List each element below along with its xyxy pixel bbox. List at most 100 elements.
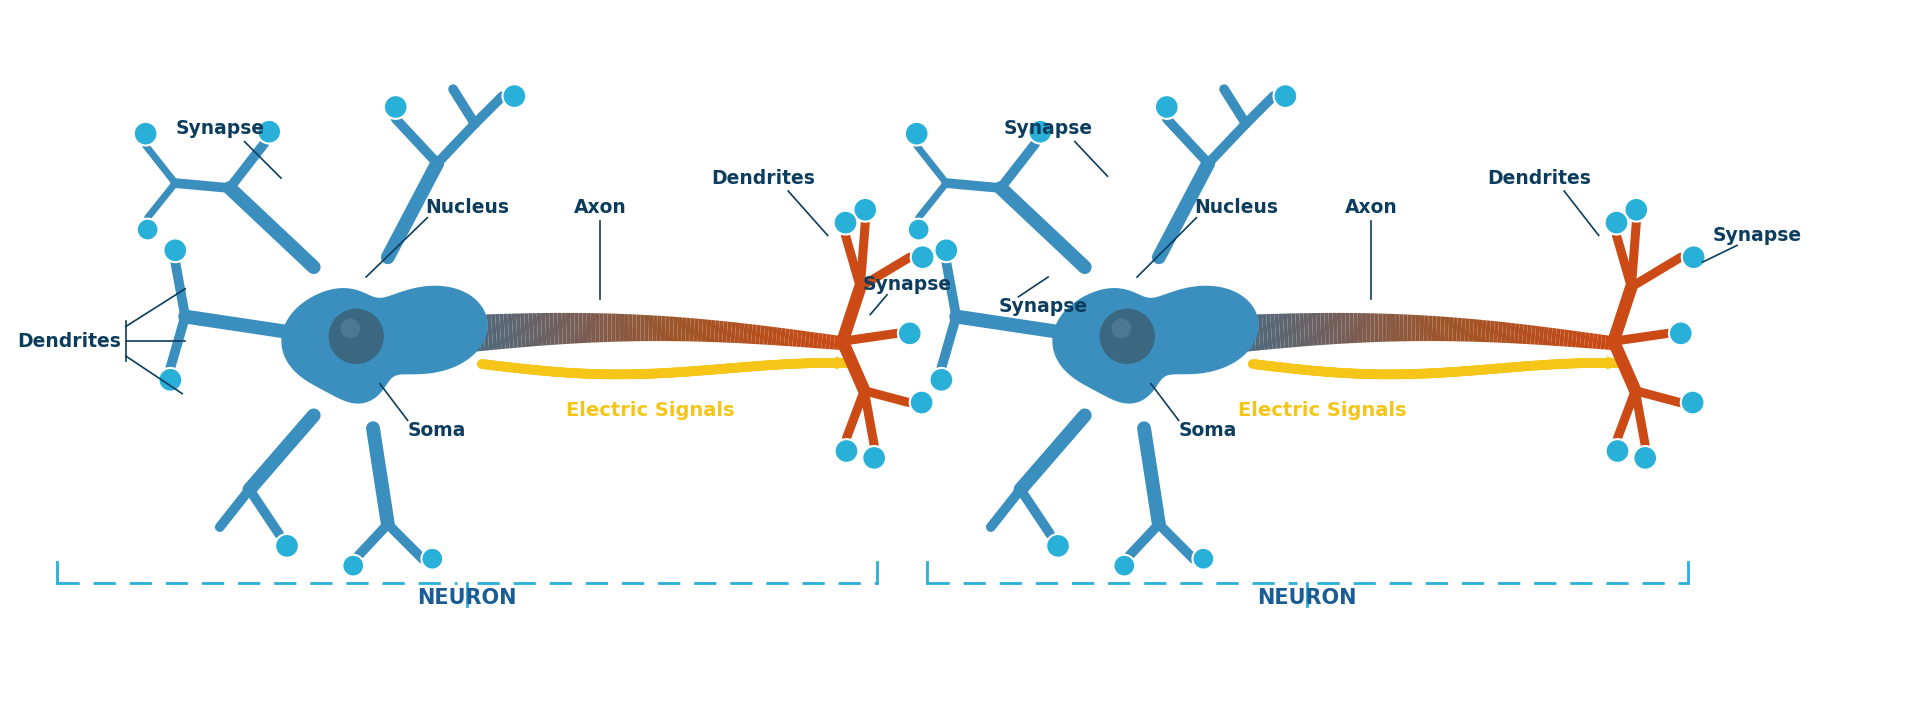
Polygon shape <box>1605 335 1611 350</box>
Polygon shape <box>1580 332 1586 348</box>
Circle shape <box>1029 120 1052 144</box>
Polygon shape <box>1217 316 1223 354</box>
Polygon shape <box>1283 314 1288 348</box>
Polygon shape <box>1480 320 1486 342</box>
Polygon shape <box>1476 319 1482 342</box>
Circle shape <box>1624 198 1647 221</box>
Polygon shape <box>1321 313 1325 345</box>
Polygon shape <box>657 316 662 341</box>
Polygon shape <box>1361 313 1367 343</box>
Polygon shape <box>701 319 707 342</box>
Polygon shape <box>1419 315 1425 341</box>
Polygon shape <box>808 332 814 348</box>
Circle shape <box>929 368 952 391</box>
Polygon shape <box>492 314 497 350</box>
Polygon shape <box>432 317 440 356</box>
Polygon shape <box>1452 317 1457 341</box>
Polygon shape <box>488 314 493 350</box>
Circle shape <box>1114 555 1135 576</box>
Polygon shape <box>532 313 538 346</box>
Polygon shape <box>470 315 476 352</box>
Polygon shape <box>603 314 607 342</box>
Circle shape <box>136 219 159 240</box>
Polygon shape <box>632 314 637 341</box>
Circle shape <box>1634 446 1657 470</box>
Polygon shape <box>1212 316 1219 355</box>
Circle shape <box>1156 95 1179 119</box>
Polygon shape <box>636 314 641 341</box>
Polygon shape <box>442 316 447 355</box>
Polygon shape <box>1390 314 1396 341</box>
Polygon shape <box>588 313 591 343</box>
Polygon shape <box>826 334 831 349</box>
Polygon shape <box>1375 314 1379 342</box>
Text: Axon: Axon <box>574 198 626 217</box>
Circle shape <box>134 122 157 145</box>
Polygon shape <box>495 314 501 349</box>
Polygon shape <box>595 313 599 343</box>
Polygon shape <box>1444 317 1450 341</box>
Polygon shape <box>639 315 645 341</box>
Polygon shape <box>758 325 764 345</box>
Circle shape <box>904 122 929 145</box>
Polygon shape <box>1336 313 1342 344</box>
Polygon shape <box>457 315 465 353</box>
Polygon shape <box>1548 327 1553 346</box>
Polygon shape <box>430 317 436 356</box>
Polygon shape <box>1494 321 1500 343</box>
Polygon shape <box>1530 325 1536 345</box>
Polygon shape <box>804 331 810 348</box>
Polygon shape <box>563 313 566 344</box>
Polygon shape <box>1411 315 1415 341</box>
Polygon shape <box>664 317 670 341</box>
Polygon shape <box>743 324 749 343</box>
Polygon shape <box>710 320 716 342</box>
Polygon shape <box>1340 313 1346 343</box>
Polygon shape <box>1455 318 1461 341</box>
Polygon shape <box>1596 334 1601 349</box>
Polygon shape <box>797 330 803 347</box>
Polygon shape <box>833 335 839 350</box>
Polygon shape <box>764 326 770 345</box>
Polygon shape <box>1279 314 1284 348</box>
Polygon shape <box>1542 327 1548 346</box>
Polygon shape <box>1538 327 1544 345</box>
Polygon shape <box>1371 313 1375 342</box>
Polygon shape <box>513 314 518 348</box>
Polygon shape <box>1473 319 1478 342</box>
Text: Nucleus: Nucleus <box>424 198 509 217</box>
Polygon shape <box>503 314 509 348</box>
Polygon shape <box>1440 317 1446 341</box>
Polygon shape <box>1484 320 1490 342</box>
Circle shape <box>275 534 300 558</box>
Polygon shape <box>1559 329 1565 346</box>
Polygon shape <box>1555 328 1561 346</box>
Polygon shape <box>645 315 649 341</box>
Polygon shape <box>1592 333 1597 349</box>
Text: NEURON: NEURON <box>417 588 516 608</box>
Text: Electric Signals: Electric Signals <box>566 401 733 420</box>
Polygon shape <box>787 329 793 346</box>
Polygon shape <box>1469 319 1475 342</box>
Polygon shape <box>1601 335 1607 349</box>
Polygon shape <box>1448 317 1453 341</box>
Polygon shape <box>1551 328 1557 346</box>
Circle shape <box>1192 548 1213 570</box>
Circle shape <box>257 120 280 144</box>
Polygon shape <box>624 314 628 341</box>
Circle shape <box>503 84 526 108</box>
Polygon shape <box>1325 313 1331 345</box>
Polygon shape <box>1246 314 1252 351</box>
Polygon shape <box>1290 314 1298 347</box>
Polygon shape <box>1396 314 1400 341</box>
Polygon shape <box>1233 315 1240 353</box>
Polygon shape <box>478 314 486 351</box>
Polygon shape <box>1465 319 1471 342</box>
Circle shape <box>835 439 858 463</box>
Polygon shape <box>1584 333 1590 348</box>
Circle shape <box>159 368 182 391</box>
Polygon shape <box>1523 325 1528 344</box>
Polygon shape <box>783 328 789 346</box>
Polygon shape <box>697 319 703 342</box>
Polygon shape <box>1221 316 1227 354</box>
